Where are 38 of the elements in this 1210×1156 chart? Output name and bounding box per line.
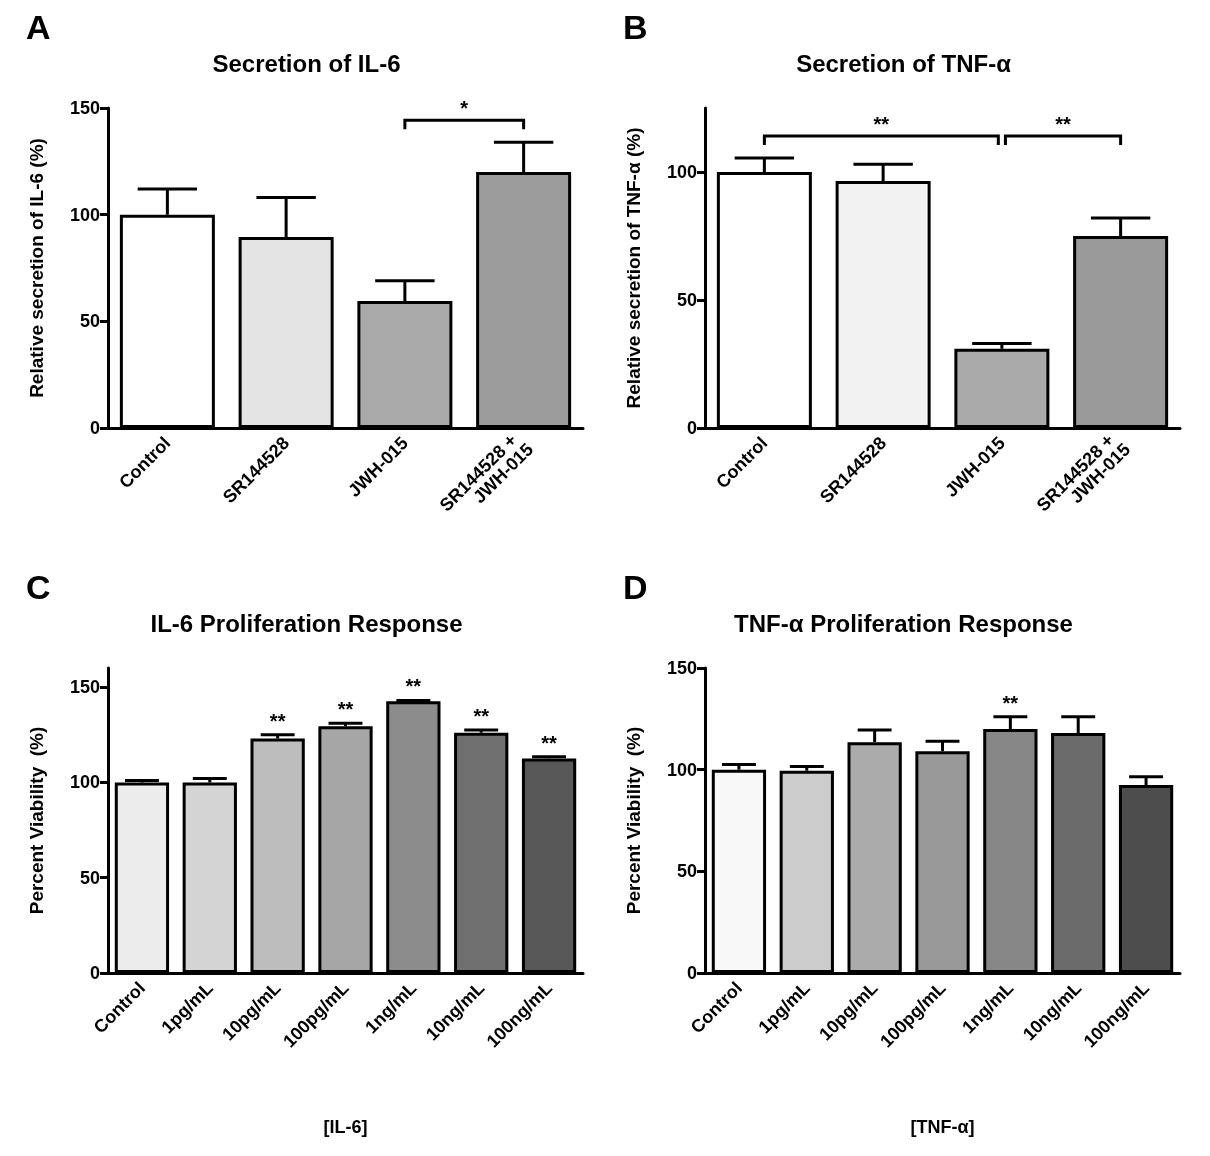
chart-title: Secretion of TNF-α: [796, 49, 1012, 77]
y-tick-label: 150: [69, 677, 100, 698]
text: D: [623, 568, 648, 606]
x-axis-title: [TNF-α]: [910, 1117, 975, 1137]
text: A: [26, 8, 51, 46]
y-tick-label: 50: [79, 311, 100, 332]
annotation: **: [337, 698, 354, 721]
chart-title: IL-6 Proliferation Response: [150, 609, 463, 637]
chart-title: TNF-α Proliferation Response: [734, 609, 1073, 637]
y-tick-label: 100: [69, 204, 100, 225]
x-axis-title: [IL-6]: [323, 1117, 368, 1137]
y-tick-label: 0: [89, 418, 100, 438]
annotation: **: [269, 709, 286, 732]
text: C: [26, 568, 51, 606]
y-tick-label: 50: [676, 861, 697, 882]
y-axis-title: Percent Viability (%): [26, 726, 47, 915]
y-tick-label: 150: [69, 98, 100, 118]
y-axis-title: Relative secretion of IL-6 (%): [26, 138, 47, 398]
chart-title: Secretion of IL-6: [212, 49, 401, 77]
y-tick-label: 0: [686, 963, 697, 983]
annotation: **: [1055, 112, 1072, 135]
y-tick-label: 0: [686, 418, 697, 438]
annotation: **: [405, 675, 422, 698]
annotation: **: [1002, 691, 1019, 714]
y-tick-label: 150: [666, 658, 697, 678]
y-tick-label: 50: [79, 867, 100, 888]
annotation: **: [873, 112, 890, 135]
y-tick-label: 100: [666, 759, 697, 780]
y-tick-label: 100: [666, 162, 697, 182]
annotation: **: [541, 731, 558, 754]
y-axis-title: Relative secretion of TNF-α (%): [623, 127, 644, 409]
y-axis-title: Percent Viability (%): [623, 726, 644, 915]
annotation: **: [473, 704, 490, 727]
annotation: *: [460, 97, 469, 120]
y-tick-label: 0: [89, 963, 100, 983]
y-tick-label: 50: [676, 290, 697, 310]
text: B: [623, 8, 648, 46]
y-tick-label: 100: [69, 772, 100, 793]
